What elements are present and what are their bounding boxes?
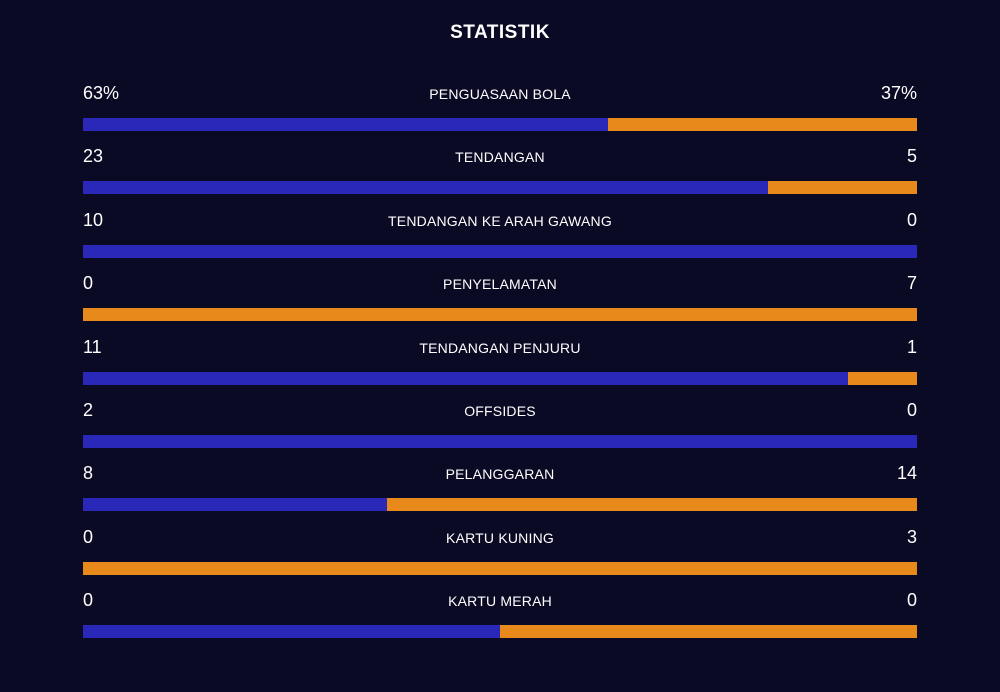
stat-row-shots: 23 TENDANGAN 5 xyxy=(83,143,917,206)
home-value: 0 xyxy=(83,590,94,611)
comparison-bar xyxy=(83,118,917,131)
away-value: 14 xyxy=(896,463,917,484)
home-bar xyxy=(83,244,917,258)
stat-label: OFFSIDES xyxy=(464,402,536,419)
stat-label: KARTU MERAH xyxy=(448,593,552,610)
home-bar xyxy=(83,498,387,512)
away-value: 7 xyxy=(906,273,917,294)
stat-row-red-cards: 0 KARTU MERAH 0 xyxy=(83,587,917,650)
home-value: 10 xyxy=(83,209,104,230)
away-value: 3 xyxy=(906,526,917,547)
home-value: 0 xyxy=(83,273,94,294)
home-bar xyxy=(83,434,917,448)
home-bar xyxy=(83,371,848,385)
away-bar xyxy=(386,498,917,512)
stat-label: PENYELAMATAN xyxy=(443,276,557,293)
stat-label: PELANGGARAN xyxy=(445,466,555,483)
stat-label: TENDANGAN KE ARAH GAWANG xyxy=(388,212,612,229)
stats-title: STATISTIK xyxy=(450,22,550,43)
stats-list: 63% PENGUASAAN BOLA 37% 23 TENDANGAN 5 1… xyxy=(83,80,917,651)
home-value: 63% xyxy=(83,83,120,103)
stat-row-possession: 63% PENGUASAAN BOLA 37% xyxy=(83,80,917,143)
comparison-bar xyxy=(83,498,917,512)
comparison-bar xyxy=(83,434,917,448)
home-bar xyxy=(83,625,500,639)
stat-row-yellow-cards: 0 KARTU KUNING 3 xyxy=(83,524,917,587)
away-value: 37% xyxy=(880,83,917,103)
away-value: 5 xyxy=(906,146,917,167)
stat-row-offsides: 2 OFFSIDES 0 xyxy=(83,397,917,460)
stat-row-corners: 11 TENDANGAN PENJURU 1 xyxy=(83,334,917,397)
comparison-bar xyxy=(83,181,917,195)
home-bar xyxy=(83,118,609,131)
home-value: 23 xyxy=(83,146,104,167)
home-value: 0 xyxy=(83,526,94,547)
away-value: 0 xyxy=(906,209,917,230)
comparison-bar xyxy=(83,308,917,322)
home-value: 8 xyxy=(83,463,94,484)
home-bar xyxy=(83,181,768,195)
away-bar xyxy=(767,181,917,195)
comparison-bar xyxy=(83,371,917,385)
home-value: 11 xyxy=(83,336,102,357)
comparison-bar xyxy=(83,561,917,575)
stat-label: PENGUASAAN BOLA xyxy=(429,86,571,102)
stat-row-saves: 0 PENYELAMATAN 7 xyxy=(83,270,917,333)
stat-label: TENDANGAN xyxy=(455,149,545,166)
away-bar xyxy=(83,308,917,322)
away-value: 0 xyxy=(906,399,917,420)
stat-label: TENDANGAN PENJURU xyxy=(419,339,581,356)
stat-row-fouls: 8 PELANGGARAN 14 xyxy=(83,460,917,523)
away-bar xyxy=(83,561,917,575)
stat-label: KARTU KUNING xyxy=(446,529,554,546)
away-value: 0 xyxy=(906,590,917,611)
home-value: 2 xyxy=(83,399,94,420)
away-bar xyxy=(608,118,917,131)
away-value: 1 xyxy=(906,336,917,357)
away-bar xyxy=(847,371,917,385)
stat-row-shots-on-target: 10 TENDANGAN KE ARAH GAWANG 0 xyxy=(83,207,917,270)
away-bar xyxy=(500,625,917,639)
comparison-bar xyxy=(83,625,917,639)
comparison-bar xyxy=(83,244,917,258)
